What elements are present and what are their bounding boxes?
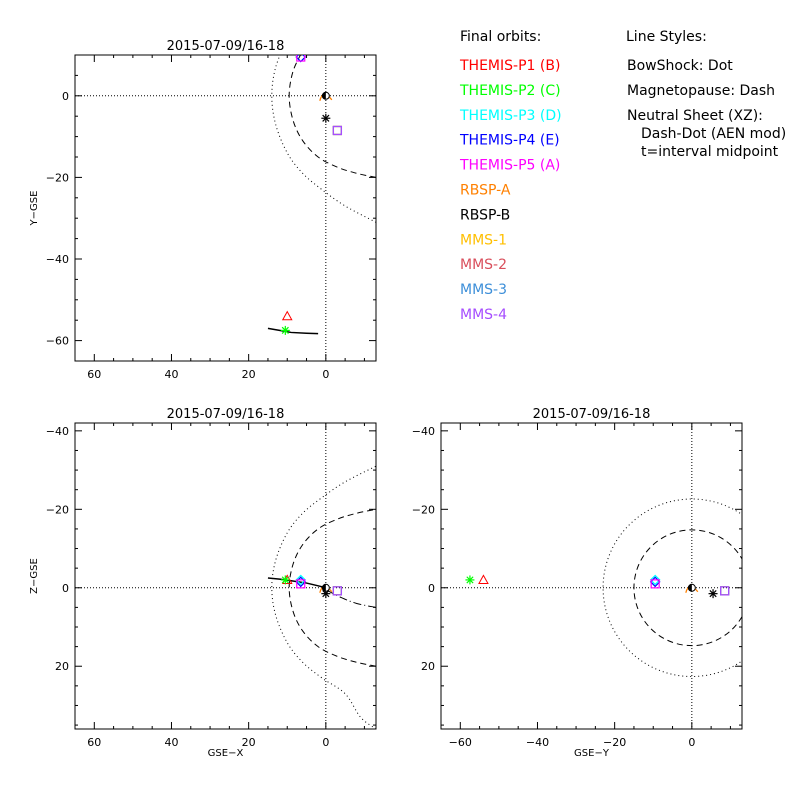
themis-p5-marker	[296, 579, 306, 589]
line-styles-title: Line Styles:	[626, 29, 707, 45]
line-style-text: Neutral Sheet (XZ):	[627, 108, 763, 124]
line-style-text: BowShock: Dot	[627, 58, 733, 74]
line-style-text: Magnetopause: Dash	[627, 83, 775, 99]
x-tick-label: −60	[449, 736, 472, 749]
plot-area	[441, 423, 742, 729]
themis-p5-marker	[650, 579, 660, 589]
legend-item-themis-p5-a: THEMIS-P5 (A)	[459, 158, 560, 174]
rbsp-b-marker	[321, 113, 331, 123]
x-tick-label: 40	[164, 736, 178, 749]
y-tick-label: 20	[421, 660, 435, 673]
earth-icon	[321, 91, 330, 100]
y-tick-label: −20	[46, 171, 69, 184]
mms-1-marker	[720, 586, 730, 596]
themis-p2-marker	[465, 575, 475, 585]
y-tick-label: 20	[55, 660, 69, 673]
themis-p5-marker	[296, 55, 306, 62]
final-orbits-title: Final orbits:	[460, 29, 541, 45]
legend-item-mms-2: MMS-2	[460, 257, 507, 273]
y-tick-label: −40	[46, 425, 69, 438]
plot-frame	[74, 54, 377, 362]
y-tick-label: −40	[412, 425, 435, 438]
legend-item-mms-4: MMS-4	[460, 307, 507, 323]
legend-item-rbsp-b: RBSP-B	[460, 207, 510, 223]
legend-item-mms-3: MMS-3	[460, 282, 507, 298]
x-tick-label: 0	[322, 736, 329, 749]
bowshock-curve	[271, 465, 376, 729]
spacecraft-legend: THEMIS-P1 (B) THEMIS-P2 (C) THEMIS-P3 (D) T…	[459, 58, 562, 323]
mms-2-marker	[332, 586, 343, 596]
y-axis-label: Y−GSE	[29, 191, 40, 227]
y-tick-label: 0	[428, 582, 435, 595]
x-axis-label: GSE−X	[208, 748, 244, 759]
x-tick-label: 60	[87, 368, 101, 381]
line-style-text: Dash-Dot (AEN mod)	[641, 126, 786, 142]
plot-area	[75, 423, 376, 729]
x-tick-label: −40	[526, 736, 549, 749]
magnetopause-curve	[633, 529, 742, 647]
y-tick-label: −40	[46, 253, 69, 266]
panel-title: 2015-07-09/16-18	[167, 407, 285, 422]
magnetopause-curve	[288, 55, 376, 178]
x-axis-label: GSE−Y	[574, 748, 610, 759]
x-tick-label: 40	[164, 368, 178, 381]
plot-frame	[440, 422, 743, 730]
y-tick-label: −20	[412, 503, 435, 516]
legend-item-themis-p3-d: THEMIS-P3 (D)	[459, 108, 562, 124]
themis-p2-marker	[280, 575, 290, 585]
mms-2-marker	[332, 125, 343, 136]
x-tick-label: 20	[242, 368, 256, 381]
themis-p1-marker	[478, 574, 489, 585]
x-tick-label: 60	[87, 736, 101, 749]
x-tick-label: 0	[322, 368, 329, 381]
themis-p2-orbit-track	[267, 327, 319, 335]
legend-item-themis-p4-e: THEMIS-P4 (E)	[459, 133, 560, 149]
y-tick-label: 0	[62, 90, 69, 103]
y-tick-label: −20	[46, 503, 69, 516]
mms-2-marker	[720, 586, 730, 596]
themis-p3-marker	[295, 55, 307, 63]
themis-p1-marker	[281, 310, 293, 321]
neutral-sheet-curve	[325, 589, 376, 608]
mms-4-marker	[720, 586, 730, 596]
legend-block: Final orbits: Line Styles: THEMIS-P1 (B)…	[459, 29, 786, 323]
panel-3: 2015-07-09/16-18 −60 −40 −20 0 20 0 −20 −40 GSE−Y	[412, 407, 743, 759]
panel-1: 2015-07-09/16-18 60 40 20 0 −60 −40 −20 0 Y−GSE	[29, 39, 377, 381]
earth-icon	[321, 583, 330, 592]
panel-2: 2015-07-09/16-18 60 40 20 0 20 0 −20 −40 GSE−X Z−G…	[29, 407, 377, 759]
mms-3-marker	[720, 586, 730, 596]
plot-frame	[74, 422, 377, 730]
mms-4-marker	[332, 125, 343, 136]
themis-p3-marker	[649, 574, 661, 586]
themis-p4-marker	[295, 55, 307, 63]
legend-item-rbsp-a: RBSP-A	[460, 183, 511, 199]
x-tick-label: 0	[688, 736, 695, 749]
x-tick-label: −20	[603, 736, 626, 749]
legend-item-themis-p2-c: THEMIS-P2 (C)	[459, 83, 561, 99]
mms-4-marker	[332, 586, 343, 596]
mms-1-marker	[332, 586, 343, 596]
panel-title: 2015-07-09/16-18	[167, 39, 285, 54]
themis-p2-marker	[280, 325, 290, 335]
bowshock-curve	[271, 55, 376, 223]
plot-area	[75, 55, 376, 361]
x-tick-label: 20	[242, 736, 256, 749]
legend-item-mms-1: MMS-1	[460, 232, 507, 248]
y-tick-label: 0	[62, 582, 69, 595]
mms-1-marker	[332, 125, 343, 136]
line-styles-legend: BowShock: Dot Magnetopause: Dash Neutral S…	[627, 58, 786, 160]
y-axis-label: Z−GSE	[29, 558, 40, 594]
mms-3-marker	[332, 125, 343, 136]
themis-p3-marker	[295, 574, 307, 586]
line-style-text: t=interval midpoint	[641, 144, 779, 160]
panel-title: 2015-07-09/16-18	[533, 407, 651, 422]
rbsp-b-marker	[708, 589, 718, 599]
y-tick-label: −60	[46, 335, 69, 348]
legend-item-themis-p1-b: THEMIS-P1 (B)	[459, 58, 560, 74]
earth-icon	[687, 583, 696, 592]
mms-3-marker	[332, 586, 343, 596]
